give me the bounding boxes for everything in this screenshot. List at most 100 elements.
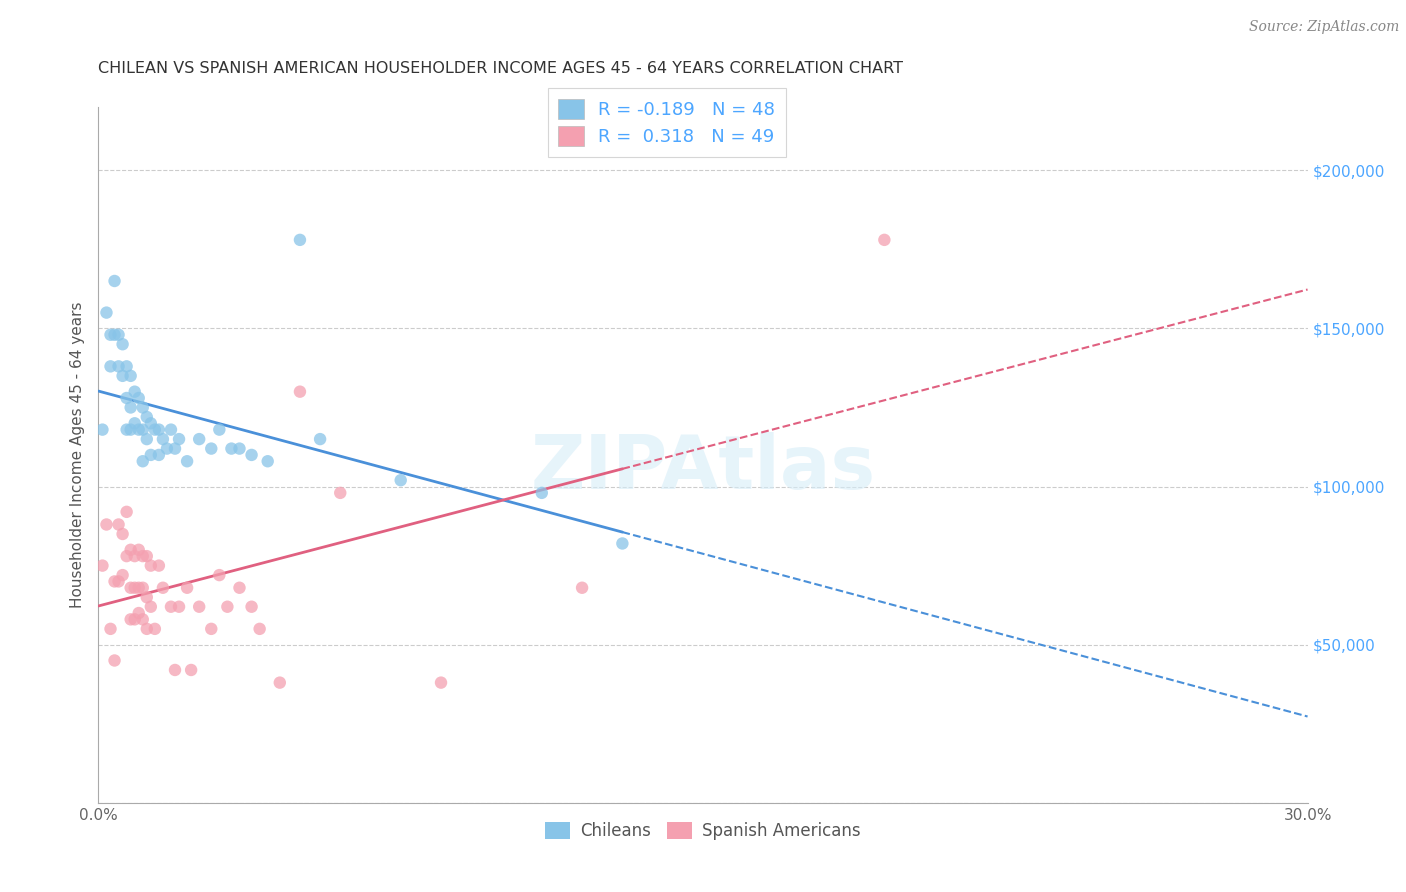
Point (111, 568, 134, 582)
Point (135, 409, 157, 424)
Point (249, 622, 271, 636)
Point (288, 233, 311, 247)
Point (96, 305, 118, 319)
Point (132, 581, 155, 595)
Point (132, 549, 155, 563)
Point (135, 549, 157, 563)
Point (132, 612, 155, 626)
Point (120, 368, 142, 383)
Point (148, 558, 170, 573)
Point (107, 574, 129, 589)
Point (160, 599, 183, 614)
Text: Source: ZipAtlas.com: Source: ZipAtlas.com (1249, 20, 1399, 34)
Point (115, 423, 138, 437)
Point (103, 274, 125, 288)
Legend: Chileans, Spanish Americans: Chileans, Spanish Americans (538, 815, 868, 847)
Point (228, 581, 250, 595)
Point (111, 527, 134, 541)
Point (143, 622, 166, 636)
Point (91, 423, 114, 437)
Point (120, 581, 142, 595)
Point (132, 423, 155, 437)
Point (200, 442, 222, 456)
Point (120, 612, 142, 626)
Point (100, 327, 122, 342)
Point (139, 558, 162, 573)
Point (120, 401, 142, 415)
Point (571, 581, 593, 595)
Point (128, 423, 150, 437)
Point (91, 558, 114, 573)
Point (124, 549, 146, 563)
Point (309, 432, 332, 446)
Point (103, 653, 125, 667)
Point (132, 401, 155, 415)
Point (107, 517, 129, 532)
Point (256, 454, 278, 468)
Point (132, 454, 155, 468)
Point (221, 442, 243, 456)
Point (124, 612, 146, 626)
Point (269, 675, 291, 690)
Point (120, 423, 142, 437)
Point (96, 517, 118, 532)
Point (188, 432, 211, 446)
Point (208, 423, 231, 437)
Point (124, 581, 146, 595)
Point (128, 606, 150, 620)
Point (107, 327, 129, 342)
Point (115, 549, 138, 563)
Point (288, 384, 311, 399)
Point (139, 599, 162, 614)
Point (120, 542, 142, 557)
Point (139, 417, 162, 431)
Point (530, 486, 553, 500)
Point (100, 359, 122, 374)
Point (188, 599, 211, 614)
Point (111, 368, 134, 383)
Point (139, 448, 162, 462)
Point (111, 337, 134, 351)
Y-axis label: Householder Income Ages 45 - 64 years: Householder Income Ages 45 - 64 years (69, 301, 84, 608)
Point (163, 442, 186, 456)
Point (217, 599, 239, 614)
Point (389, 473, 412, 487)
Text: CHILEAN VS SPANISH AMERICAN HOUSEHOLDER INCOME AGES 45 - 64 YEARS CORRELATION CH: CHILEAN VS SPANISH AMERICAN HOUSEHOLDER … (98, 61, 904, 76)
Point (135, 432, 157, 446)
Point (152, 432, 174, 446)
Point (103, 327, 125, 342)
Point (128, 581, 150, 595)
Point (100, 622, 122, 636)
Point (167, 432, 190, 446)
Point (430, 675, 453, 690)
Point (115, 505, 138, 519)
Point (115, 359, 138, 374)
Point (240, 599, 263, 614)
Point (124, 417, 146, 431)
Point (167, 599, 190, 614)
Point (148, 448, 170, 462)
Point (160, 423, 183, 437)
Point (176, 454, 198, 468)
Text: ZIPAtlas: ZIPAtlas (530, 433, 876, 506)
Point (143, 423, 166, 437)
Point (107, 359, 129, 374)
Point (115, 391, 138, 405)
Point (135, 591, 157, 605)
Point (135, 622, 157, 636)
Point (208, 568, 231, 582)
Point (240, 448, 263, 462)
Point (103, 574, 125, 589)
Point (152, 581, 174, 595)
Point (228, 442, 250, 456)
Point (873, 233, 896, 247)
Point (163, 663, 186, 677)
Point (124, 384, 146, 399)
Point (128, 391, 150, 405)
Point (200, 622, 222, 636)
Point (176, 581, 198, 595)
Point (612, 536, 634, 550)
Point (180, 663, 202, 677)
Point (156, 442, 179, 456)
Point (329, 486, 352, 500)
